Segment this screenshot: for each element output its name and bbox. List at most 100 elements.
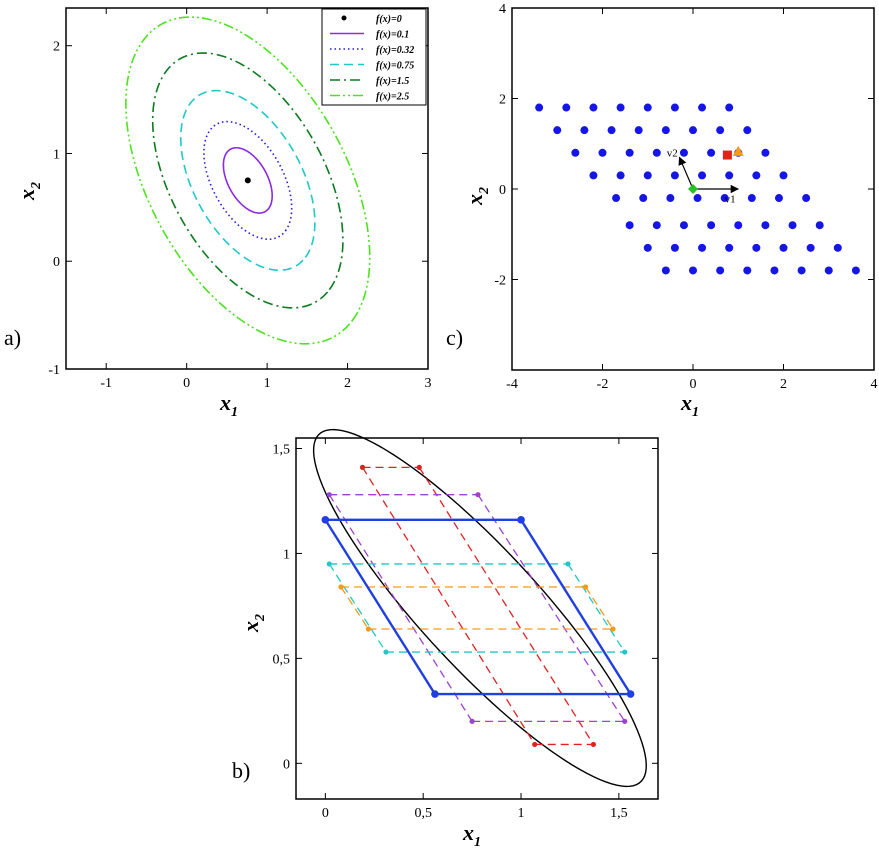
lattice-point — [652, 148, 661, 157]
lattice-point — [716, 266, 725, 275]
lattice-point — [833, 243, 842, 252]
parallelogram-vertex — [321, 516, 330, 524]
dashed-segment — [477, 494, 626, 722]
level-set-curve — [151, 52, 344, 309]
lattice-point — [612, 194, 621, 203]
lattice-point — [752, 243, 761, 252]
panel-a-xlabel: x1 — [219, 390, 238, 420]
lattice-point — [761, 221, 770, 230]
panel-c-ticks: -4 -2 0 2 4 -2 0 2 4 — [494, 2, 877, 392]
segment-endpoint — [365, 626, 371, 632]
lattice-point — [639, 194, 648, 203]
panel-b-ylabel: x2 — [238, 614, 268, 633]
panel-a-label: a) — [4, 325, 21, 350]
lattice-point — [806, 243, 815, 252]
lattice-point — [734, 221, 743, 230]
panel-a-ylabel: x2 — [14, 182, 44, 201]
segment-endpoint — [475, 492, 481, 498]
panel-c-points: v1 v2 — [535, 103, 860, 275]
panel-b-xtick-label: 1,5 — [610, 806, 628, 821]
panel-a-ytick-label: -1 — [48, 363, 60, 378]
lattice-point — [643, 103, 652, 112]
lattice-point — [815, 221, 824, 230]
segment-endpoint — [326, 492, 332, 498]
vector-label-v2: v2 — [667, 147, 678, 159]
marker-triangle — [732, 145, 744, 156]
panel-c-xtick-label: 0 — [690, 377, 697, 392]
segment-endpoint — [532, 741, 538, 748]
panel-a-xtick-label: 2 — [344, 376, 351, 391]
legend-label: f(x)=0.75 — [376, 61, 414, 72]
level-set-curve — [125, 16, 371, 345]
lattice-point — [698, 103, 707, 112]
panel-c-ylabel: x2 — [462, 187, 492, 206]
lattice-point — [707, 148, 716, 157]
panel-a-ytick-label: 1 — [53, 147, 60, 162]
marker-diamond — [688, 184, 698, 194]
panel-a-frame — [65, 7, 429, 370]
lattice-point — [625, 148, 634, 157]
lattice-point — [743, 266, 752, 275]
panel-b-xlabel: x1 — [462, 820, 481, 850]
lattice-point — [643, 171, 652, 180]
segment-endpoint — [469, 718, 475, 724]
lattice-point — [670, 103, 679, 112]
panel-b-ytick-label: 1 — [283, 547, 290, 562]
lattice-point — [689, 126, 697, 135]
lattice-point — [725, 243, 734, 252]
lattice-point — [707, 221, 716, 230]
panel-c-ytick-label: 4 — [499, 2, 506, 17]
panel-b-ytick-label: 0 — [283, 757, 290, 772]
panel-a-curves — [125, 16, 371, 345]
lattice-point — [774, 194, 783, 203]
parallelogram-vertex — [517, 516, 525, 524]
dashed-segment — [567, 563, 626, 653]
legend-label: f(x)=2.5 — [376, 92, 409, 103]
segment-endpoint — [622, 649, 628, 655]
vector-label-v1: v1 — [725, 194, 736, 206]
lattice-point — [589, 103, 598, 112]
lattice-point — [725, 103, 734, 112]
panel-a-xtick-label: -1 — [100, 376, 112, 391]
panel-b-xtick-label: 1 — [518, 806, 525, 821]
lattice-point — [779, 243, 788, 252]
lattice-point — [761, 148, 770, 157]
parallelogram-vertex — [626, 690, 635, 698]
lattice-point — [589, 171, 598, 180]
panel-b-ytick-label: 1,5 — [273, 442, 291, 457]
panel-b-ytick-label: 0,5 — [273, 652, 291, 667]
lattice-point — [743, 126, 752, 135]
panel-b-ticks: 0 0,5 1 1,5 0 0,5 1 1,5 — [273, 438, 658, 821]
lattice-point — [851, 266, 860, 275]
segment-endpoint — [359, 464, 366, 470]
lattice-point — [661, 126, 670, 135]
panel-c-ytick-label: 2 — [499, 93, 506, 108]
panel-b-xtick-label: 0 — [322, 806, 329, 821]
panel-c-ytick-label: -2 — [494, 274, 506, 289]
lattice-point — [634, 126, 643, 135]
bounding-ellipse — [312, 428, 647, 788]
lattice-point — [679, 221, 688, 230]
lattice-point — [553, 126, 562, 135]
lattice-point — [698, 171, 707, 180]
basis-vector-v2 — [678, 156, 694, 190]
legend-label: f(x)=0 — [376, 14, 402, 25]
lattice-point — [693, 194, 702, 203]
parallelogram-vertex — [431, 690, 439, 698]
lattice-point — [747, 194, 756, 203]
lattice-point — [580, 126, 589, 135]
panel-a-ytick-label: 0 — [53, 255, 60, 270]
panel-b-xtick-label: 0,5 — [414, 806, 432, 821]
panel-b-shapes — [312, 428, 647, 788]
segment-endpoint — [565, 561, 571, 567]
dashed-segment — [328, 563, 387, 653]
panel-b: 0 0,5 1 1,5 0 0,5 1 1,5 b) x1 x2 — [232, 428, 659, 850]
segment-endpoint — [383, 649, 389, 655]
legend-marker-minimum — [341, 15, 347, 21]
lattice-point — [661, 266, 670, 275]
panel-c-xlabel: x1 — [680, 390, 699, 420]
level-set-curve — [179, 89, 316, 272]
lattice-point — [788, 221, 797, 230]
lattice-point — [716, 126, 725, 135]
